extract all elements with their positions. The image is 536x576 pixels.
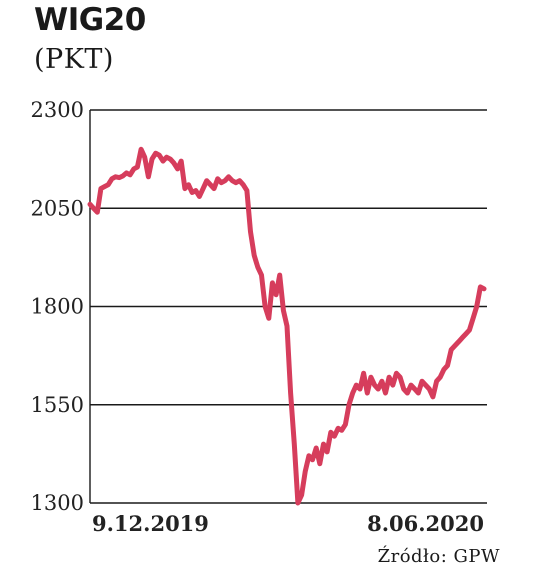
y-tick-label: 2300 [31, 98, 84, 122]
y-tick-label: 2050 [31, 196, 84, 220]
y-tick-label: 1300 [31, 491, 84, 515]
source-note: Źródło: GPW [377, 546, 500, 567]
y-axis-ticks: 1300 1550 1800 2050 2300 [31, 98, 84, 515]
x-tick-label: 9.12.2019 [92, 511, 209, 536]
series-line [87, 146, 487, 506]
y-tick-label: 1550 [31, 393, 84, 417]
chart-title: WIG20 [34, 2, 146, 38]
grid-lines [90, 109, 487, 504]
x-tick-label: 8.06.2020 [367, 511, 484, 536]
y-tick-label: 1800 [31, 295, 84, 319]
chart-unit: (PKT) [34, 44, 114, 75]
x-axis-ticks: 9.12.2019 8.06.2020 [92, 511, 484, 536]
